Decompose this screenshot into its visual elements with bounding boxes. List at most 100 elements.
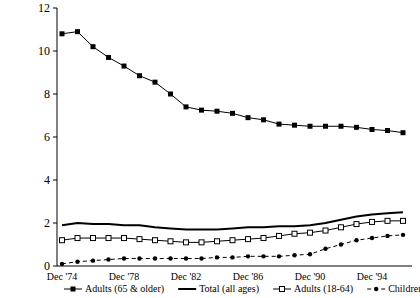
data-point [354, 222, 359, 227]
legend-label: Total (all ages) [199, 283, 259, 295]
data-point [168, 256, 172, 260]
data-point [354, 238, 358, 242]
y-tick [53, 223, 57, 224]
data-point [168, 239, 173, 244]
series-line [62, 235, 403, 264]
data-point [261, 254, 265, 258]
chart: 024681012Dec '74Dec '78Dec '82Dec '86Dec… [0, 0, 420, 298]
data-point [339, 124, 344, 129]
legend-marker [374, 287, 378, 291]
data-point [153, 256, 157, 260]
data-point [106, 55, 111, 60]
data-point [137, 237, 142, 242]
x-tick-label: Dec '86 [233, 271, 263, 282]
y-tick [53, 94, 57, 95]
data-point [199, 240, 204, 245]
data-point [370, 236, 374, 240]
data-point [277, 254, 281, 258]
data-point [215, 109, 220, 114]
legend-label: Children [388, 283, 420, 294]
series-line [62, 212, 403, 229]
data-point [184, 240, 189, 245]
plot-area [60, 29, 406, 266]
data-point [339, 242, 343, 246]
data-point [370, 219, 375, 224]
data-point [153, 80, 158, 85]
data-point [168, 92, 173, 97]
data-point [122, 256, 126, 260]
data-point [323, 247, 327, 251]
data-point [230, 238, 235, 243]
legend-label: Adults (65 & older) [85, 283, 164, 295]
data-point [246, 115, 251, 120]
y-tick-label: 4 [44, 173, 50, 187]
data-point [401, 233, 405, 237]
legend-swatch [178, 288, 196, 290]
data-point [153, 238, 158, 243]
data-point [292, 253, 296, 257]
x-tick-label: Dec '90 [295, 271, 325, 282]
x-tick-label: Dec '74 [47, 271, 77, 282]
data-point [261, 117, 266, 122]
y-tick [53, 137, 57, 138]
legend-marker [280, 287, 285, 292]
data-point [122, 236, 127, 241]
data-point [137, 73, 142, 78]
data-point [261, 236, 266, 241]
data-point [323, 228, 328, 233]
y-tick [53, 51, 57, 52]
data-point [401, 130, 406, 135]
data-point [75, 29, 80, 34]
data-point [137, 256, 141, 260]
data-point [215, 255, 219, 259]
data-point [91, 44, 96, 49]
data-point [184, 104, 189, 109]
data-point [354, 125, 359, 130]
x-tick-label: Dec '94 [357, 271, 387, 282]
x-tick-label: Dec '78 [109, 271, 139, 282]
data-point [292, 123, 297, 128]
series-line [62, 32, 403, 133]
data-point [370, 127, 375, 132]
data-point [339, 225, 344, 230]
series-line [62, 221, 403, 243]
y-tick-label: 10 [38, 44, 50, 58]
data-point [184, 256, 188, 260]
data-point [292, 231, 297, 236]
y-tick-label: 12 [38, 1, 50, 15]
y-tick [53, 180, 57, 181]
data-point [60, 238, 65, 243]
data-point [401, 218, 406, 223]
x-tick-label: Dec '82 [171, 271, 201, 282]
legend-marker [71, 287, 76, 292]
x-axis [57, 266, 412, 267]
data-point [106, 236, 111, 241]
y-tick [53, 266, 57, 267]
data-point [323, 124, 328, 129]
y-tick-label: 2 [44, 216, 50, 230]
data-point [277, 122, 282, 127]
data-point [91, 258, 95, 262]
y-tick-label: 8 [44, 87, 50, 101]
data-point [230, 255, 234, 259]
data-point [308, 124, 313, 129]
data-point [308, 252, 312, 256]
data-point [199, 108, 204, 113]
data-point [308, 230, 313, 235]
data-point [385, 234, 389, 238]
data-point [385, 128, 390, 133]
data-point [230, 111, 235, 116]
y-tick-label: 6 [44, 130, 50, 144]
data-point [385, 218, 390, 223]
data-point [75, 236, 80, 241]
data-point [60, 31, 65, 36]
data-point [91, 236, 96, 241]
data-point [246, 254, 250, 258]
data-point [122, 64, 127, 69]
data-point [75, 260, 79, 264]
legend-label: Adults (18-64) [294, 283, 353, 295]
data-point [215, 239, 220, 244]
data-point [60, 262, 64, 266]
data-point [199, 256, 203, 260]
data-point [277, 233, 282, 238]
